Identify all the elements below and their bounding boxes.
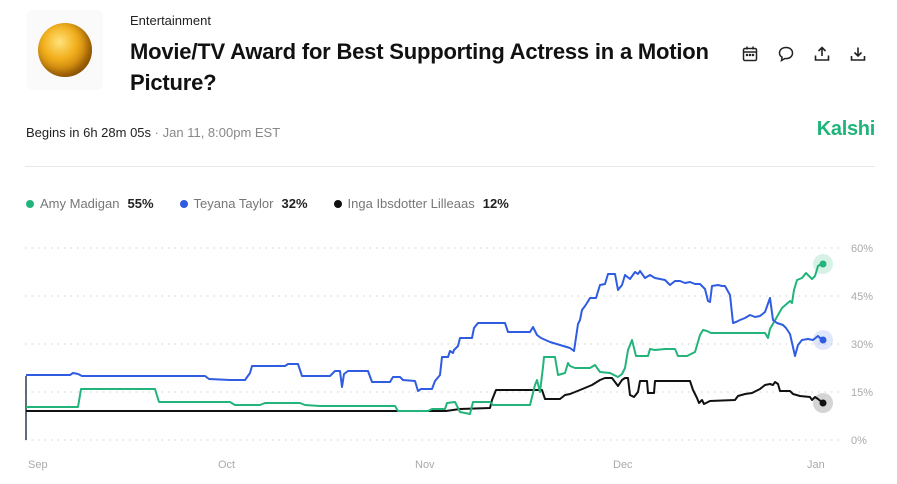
legend-item-inga-ibsdotter-lilleaas[interactable]: Inga Ibsdotter Lilleaas 12% bbox=[333, 196, 509, 211]
svg-text:Jan: Jan bbox=[807, 459, 825, 471]
legend-name: Inga Ibsdotter Lilleaas bbox=[347, 196, 475, 211]
legend-value: 12% bbox=[482, 196, 509, 211]
chart-legend: Amy Madigan 55% Teyana Taylor 32% Inga I… bbox=[26, 196, 509, 211]
series-line-teyana bbox=[26, 270, 824, 392]
svg-text:Oct: Oct bbox=[218, 459, 235, 471]
series-line-amy bbox=[26, 262, 824, 415]
legend-value: 55% bbox=[127, 196, 154, 211]
event-start-status: Begins in 6h 28m 05s · Jan 11, 8:00pm ES… bbox=[26, 125, 280, 140]
calendar-icon[interactable] bbox=[740, 44, 760, 64]
svg-text:60%: 60% bbox=[851, 243, 873, 255]
market-logo bbox=[27, 10, 103, 90]
divider bbox=[25, 166, 875, 167]
legend-item-teyana-taylor[interactable]: Teyana Taylor 32% bbox=[179, 196, 308, 211]
legend-dot-icon bbox=[179, 199, 188, 208]
svg-text:30%: 30% bbox=[851, 339, 873, 351]
action-toolbar bbox=[740, 44, 868, 64]
legend-name: Amy Madigan bbox=[40, 196, 120, 211]
event-date: Jan 11, 8:00pm EST bbox=[162, 125, 281, 140]
svg-text:15%: 15% bbox=[851, 387, 873, 399]
legend-name: Teyana Taylor bbox=[193, 196, 274, 211]
x-axis-labels: Sep Oct Nov Dec Jan bbox=[28, 459, 825, 471]
golden-globe-icon bbox=[38, 23, 92, 77]
y-axis-labels: 60% 45% 30% 15% 0% bbox=[851, 243, 873, 447]
legend-dot-icon bbox=[26, 199, 34, 208]
series-end-markers bbox=[813, 254, 833, 413]
series-line-inga bbox=[26, 377, 824, 412]
svg-text:Nov: Nov bbox=[415, 459, 435, 471]
kalshi-logo[interactable]: Kalshi bbox=[816, 118, 876, 140]
legend-item-amy-madigan[interactable]: Amy Madigan 55% bbox=[26, 196, 154, 211]
legend-value: 32% bbox=[281, 196, 308, 211]
legend-dot-icon bbox=[333, 199, 342, 208]
page-title: Movie/TV Award for Best Supporting Actre… bbox=[130, 39, 709, 95]
price-history-chart[interactable]: 60% 45% 30% 15% 0% Sep Oct Nov Dec Jan bbox=[0, 230, 897, 484]
svg-text:Dec: Dec bbox=[613, 459, 633, 471]
svg-text:0%: 0% bbox=[851, 435, 867, 447]
separator: · bbox=[154, 125, 159, 140]
category-label[interactable]: Entertainment bbox=[130, 13, 211, 28]
share-icon[interactable] bbox=[812, 44, 832, 64]
download-icon[interactable] bbox=[848, 44, 868, 64]
comment-icon[interactable] bbox=[776, 44, 796, 64]
svg-text:45%: 45% bbox=[851, 291, 873, 303]
countdown: Begins in 6h 28m 05s bbox=[26, 125, 152, 140]
svg-text:Sep: Sep bbox=[28, 459, 48, 471]
